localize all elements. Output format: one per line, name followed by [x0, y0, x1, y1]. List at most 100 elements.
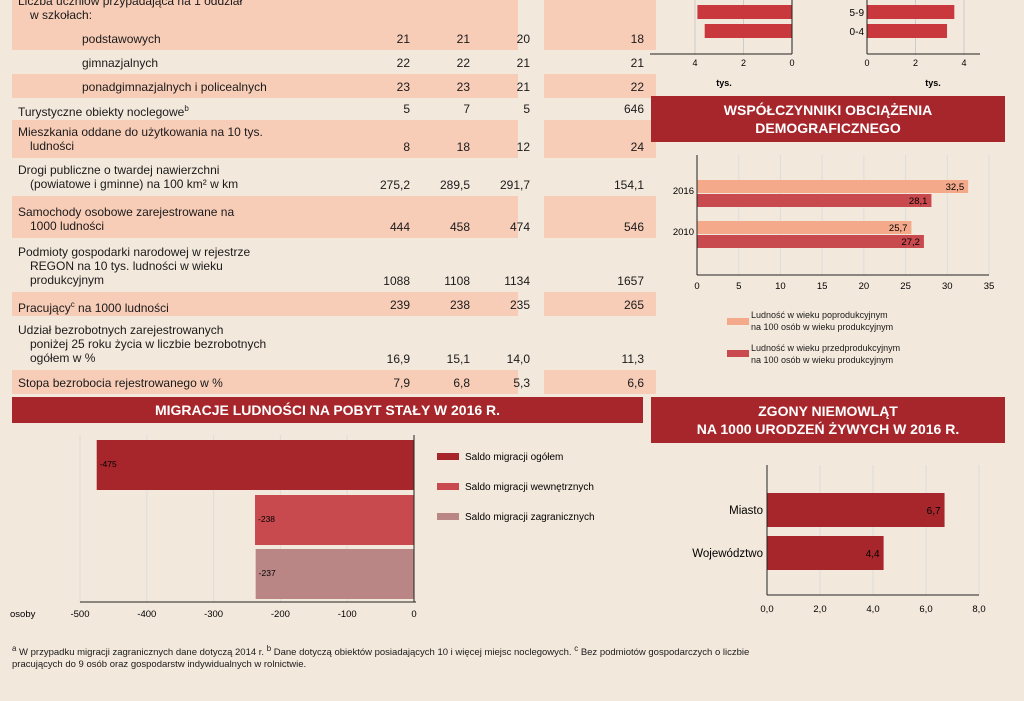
row-label: Mieszkania oddane do użytkowania na 10 t… — [18, 125, 263, 139]
legend-swatch — [437, 453, 459, 460]
table-row: Samochody osobowe zarejestrowane na 1000 … — [12, 196, 656, 238]
cell-value: 289,5 — [439, 178, 470, 192]
cell-value: 18 — [456, 140, 470, 154]
legend-swatch — [437, 483, 459, 490]
infant-chart: 0,0 2,0 4,0 6,0 8,0 6,7 Miasto 4,4 Województwo — [692, 465, 986, 615]
x-tick-label: 25 — [900, 281, 911, 292]
row-label: podstawowych — [82, 32, 161, 46]
x-tick-label: 0,0 — [760, 604, 773, 615]
legend-preproductive: Ludność w wieku przedprodukcyjnym na 100 … — [751, 343, 901, 365]
pyramid-bar-left — [697, 5, 792, 19]
cell-value: 546 — [623, 220, 644, 234]
footnote-text: pracujących do 9 osób oraz gospodarstw i… — [12, 659, 307, 671]
cell-value: 16,9 — [386, 352, 410, 366]
cell-value: 23 — [396, 80, 410, 94]
cell-value: 8 — [403, 140, 410, 154]
migration-bar — [255, 495, 414, 545]
cell-value: 1134 — [504, 274, 530, 288]
category-label: 2010 — [673, 227, 694, 238]
row-label: ponadgimnazjalnych i policealnych — [82, 80, 267, 94]
legend-label: Saldo migracji zagranicznych — [465, 512, 595, 523]
legend-postproductive: Ludność w wieku poprodukcyjnym na 100 osó… — [751, 310, 894, 332]
age-label: 0-4 — [850, 27, 865, 38]
data-label: 27,2 — [901, 237, 920, 248]
footnote-ref: b — [184, 104, 189, 113]
pyramid-bar-right — [867, 24, 948, 38]
x-tick-label: 6,0 — [919, 604, 932, 615]
table-row: Turystyczne obiekty noclegoweb 5 7 5 646 — [12, 98, 644, 120]
cell-value: 1657 — [617, 274, 644, 288]
row-label: Stopa bezrobocia rejestrowanego w % — [18, 376, 223, 390]
footnote-text: W przypadku migracji zagranicznych dane … — [19, 647, 265, 659]
table-row: Drogi publiczne o twardej nawierzchni (po… — [12, 160, 644, 196]
cell-value: 24 — [630, 140, 644, 154]
row-label: REGON na 10 tys. ludności w wieku — [30, 259, 223, 273]
tick-label: 0 — [864, 58, 869, 68]
dependency-bar — [697, 221, 912, 234]
legend-label: Saldo migracji wewnętrznych — [465, 482, 594, 493]
data-label: 4,4 — [866, 549, 880, 560]
footnote-text: Bez podmiotów gospodarczych o liczbie — [580, 647, 750, 659]
row-label: Samochody osobowe zarejestrowane na — [18, 205, 235, 219]
x-tick-label: 15 — [817, 281, 828, 292]
cell-value: 235 — [509, 298, 530, 312]
footnote-mark: a — [12, 644, 17, 653]
data-label: 32,5 — [946, 182, 965, 193]
x-tick-label: 20 — [859, 281, 870, 292]
cell-value: 1108 — [444, 274, 470, 288]
cell-value: 11,3 — [621, 352, 644, 366]
cell-value: 15,1 — [446, 352, 470, 366]
table-row: Stopa bezrobocia rejestrowanego w % 7,9 6,… — [12, 370, 656, 394]
cell-value: 265 — [623, 298, 644, 312]
cell-value: 275,2 — [379, 178, 410, 192]
row-label: Pracującyc na 1000 ludności — [18, 300, 169, 315]
x-tick-label: 0 — [411, 609, 416, 620]
age-label: 5-9 — [850, 8, 865, 19]
row-label-cont: na 1000 ludności — [74, 301, 169, 315]
cell-value: 21 — [456, 32, 470, 46]
cell-value: 22 — [396, 56, 410, 70]
infant-bar — [767, 536, 884, 570]
x-tick-label: 4,0 — [866, 604, 879, 615]
x-tick-label: 10 — [775, 281, 786, 292]
cell-value: 12 — [516, 140, 530, 154]
unit-label: tys. — [925, 78, 941, 88]
cell-value: 22 — [630, 80, 644, 94]
cell-value: 474 — [509, 220, 530, 234]
x-tick-label: -200 — [271, 609, 290, 620]
table-row: Podmioty gospodarki narodowej w rejestrz… — [12, 238, 644, 292]
cell-value: 23 — [456, 80, 470, 94]
x-axis-label: osoby — [10, 609, 36, 620]
x-tick-label: -300 — [204, 609, 223, 620]
cell-value: 21 — [396, 32, 410, 46]
infant-bar — [767, 493, 945, 527]
cell-value: 6,8 — [453, 376, 470, 390]
x-tick-label: 8,0 — [972, 604, 985, 615]
data-label: -238 — [258, 514, 275, 524]
infant-section-title: ZGONY NIEMOWLĄT NA 1000 URODZEŃ ŻYWYCH W… — [651, 397, 1005, 443]
data-label: 28,1 — [909, 196, 928, 207]
cell-value: 18 — [630, 32, 644, 46]
table-row: Mieszkania oddane do użytkowania na 10 t… — [12, 120, 656, 158]
cell-value: 444 — [389, 220, 410, 234]
cell-value: 1088 — [383, 274, 410, 288]
migration-section-title: MIGRACJE LUDNOŚCI NA POBYT STAŁY W 2016 … — [12, 397, 643, 423]
row-label: Podmioty gospodarki narodowej w rejestrz… — [18, 245, 251, 259]
cell-value: 21 — [630, 56, 644, 70]
row-label: ogółem w % — [30, 351, 96, 365]
cell-value: 21 — [516, 80, 530, 94]
cell-value: 6,6 — [627, 376, 644, 390]
dependency-section-title: WSPÓŁCZYNNIKI OBCIĄŻENIA DEMOGRAFICZNEGO — [651, 96, 1005, 142]
row-label: Liczba uczniów przypadająca na 1 oddział — [18, 0, 243, 8]
x-tick-label: -500 — [70, 609, 89, 620]
row-label: Drogi publiczne o twardej nawierzchni — [18, 163, 220, 177]
cell-value: 239 — [389, 298, 410, 312]
x-tick-label: 2,0 — [813, 604, 826, 615]
x-tick-label: 35 — [984, 281, 995, 292]
cell-value: 646 — [623, 102, 644, 116]
cell-value: 5 — [403, 102, 410, 116]
legend-label: Saldo migracji ogółem — [465, 452, 563, 463]
table-row: podstawowych 21 21 20 18 — [12, 28, 656, 50]
cell-value: 238 — [449, 298, 470, 312]
x-tick-label: 5 — [736, 281, 741, 292]
